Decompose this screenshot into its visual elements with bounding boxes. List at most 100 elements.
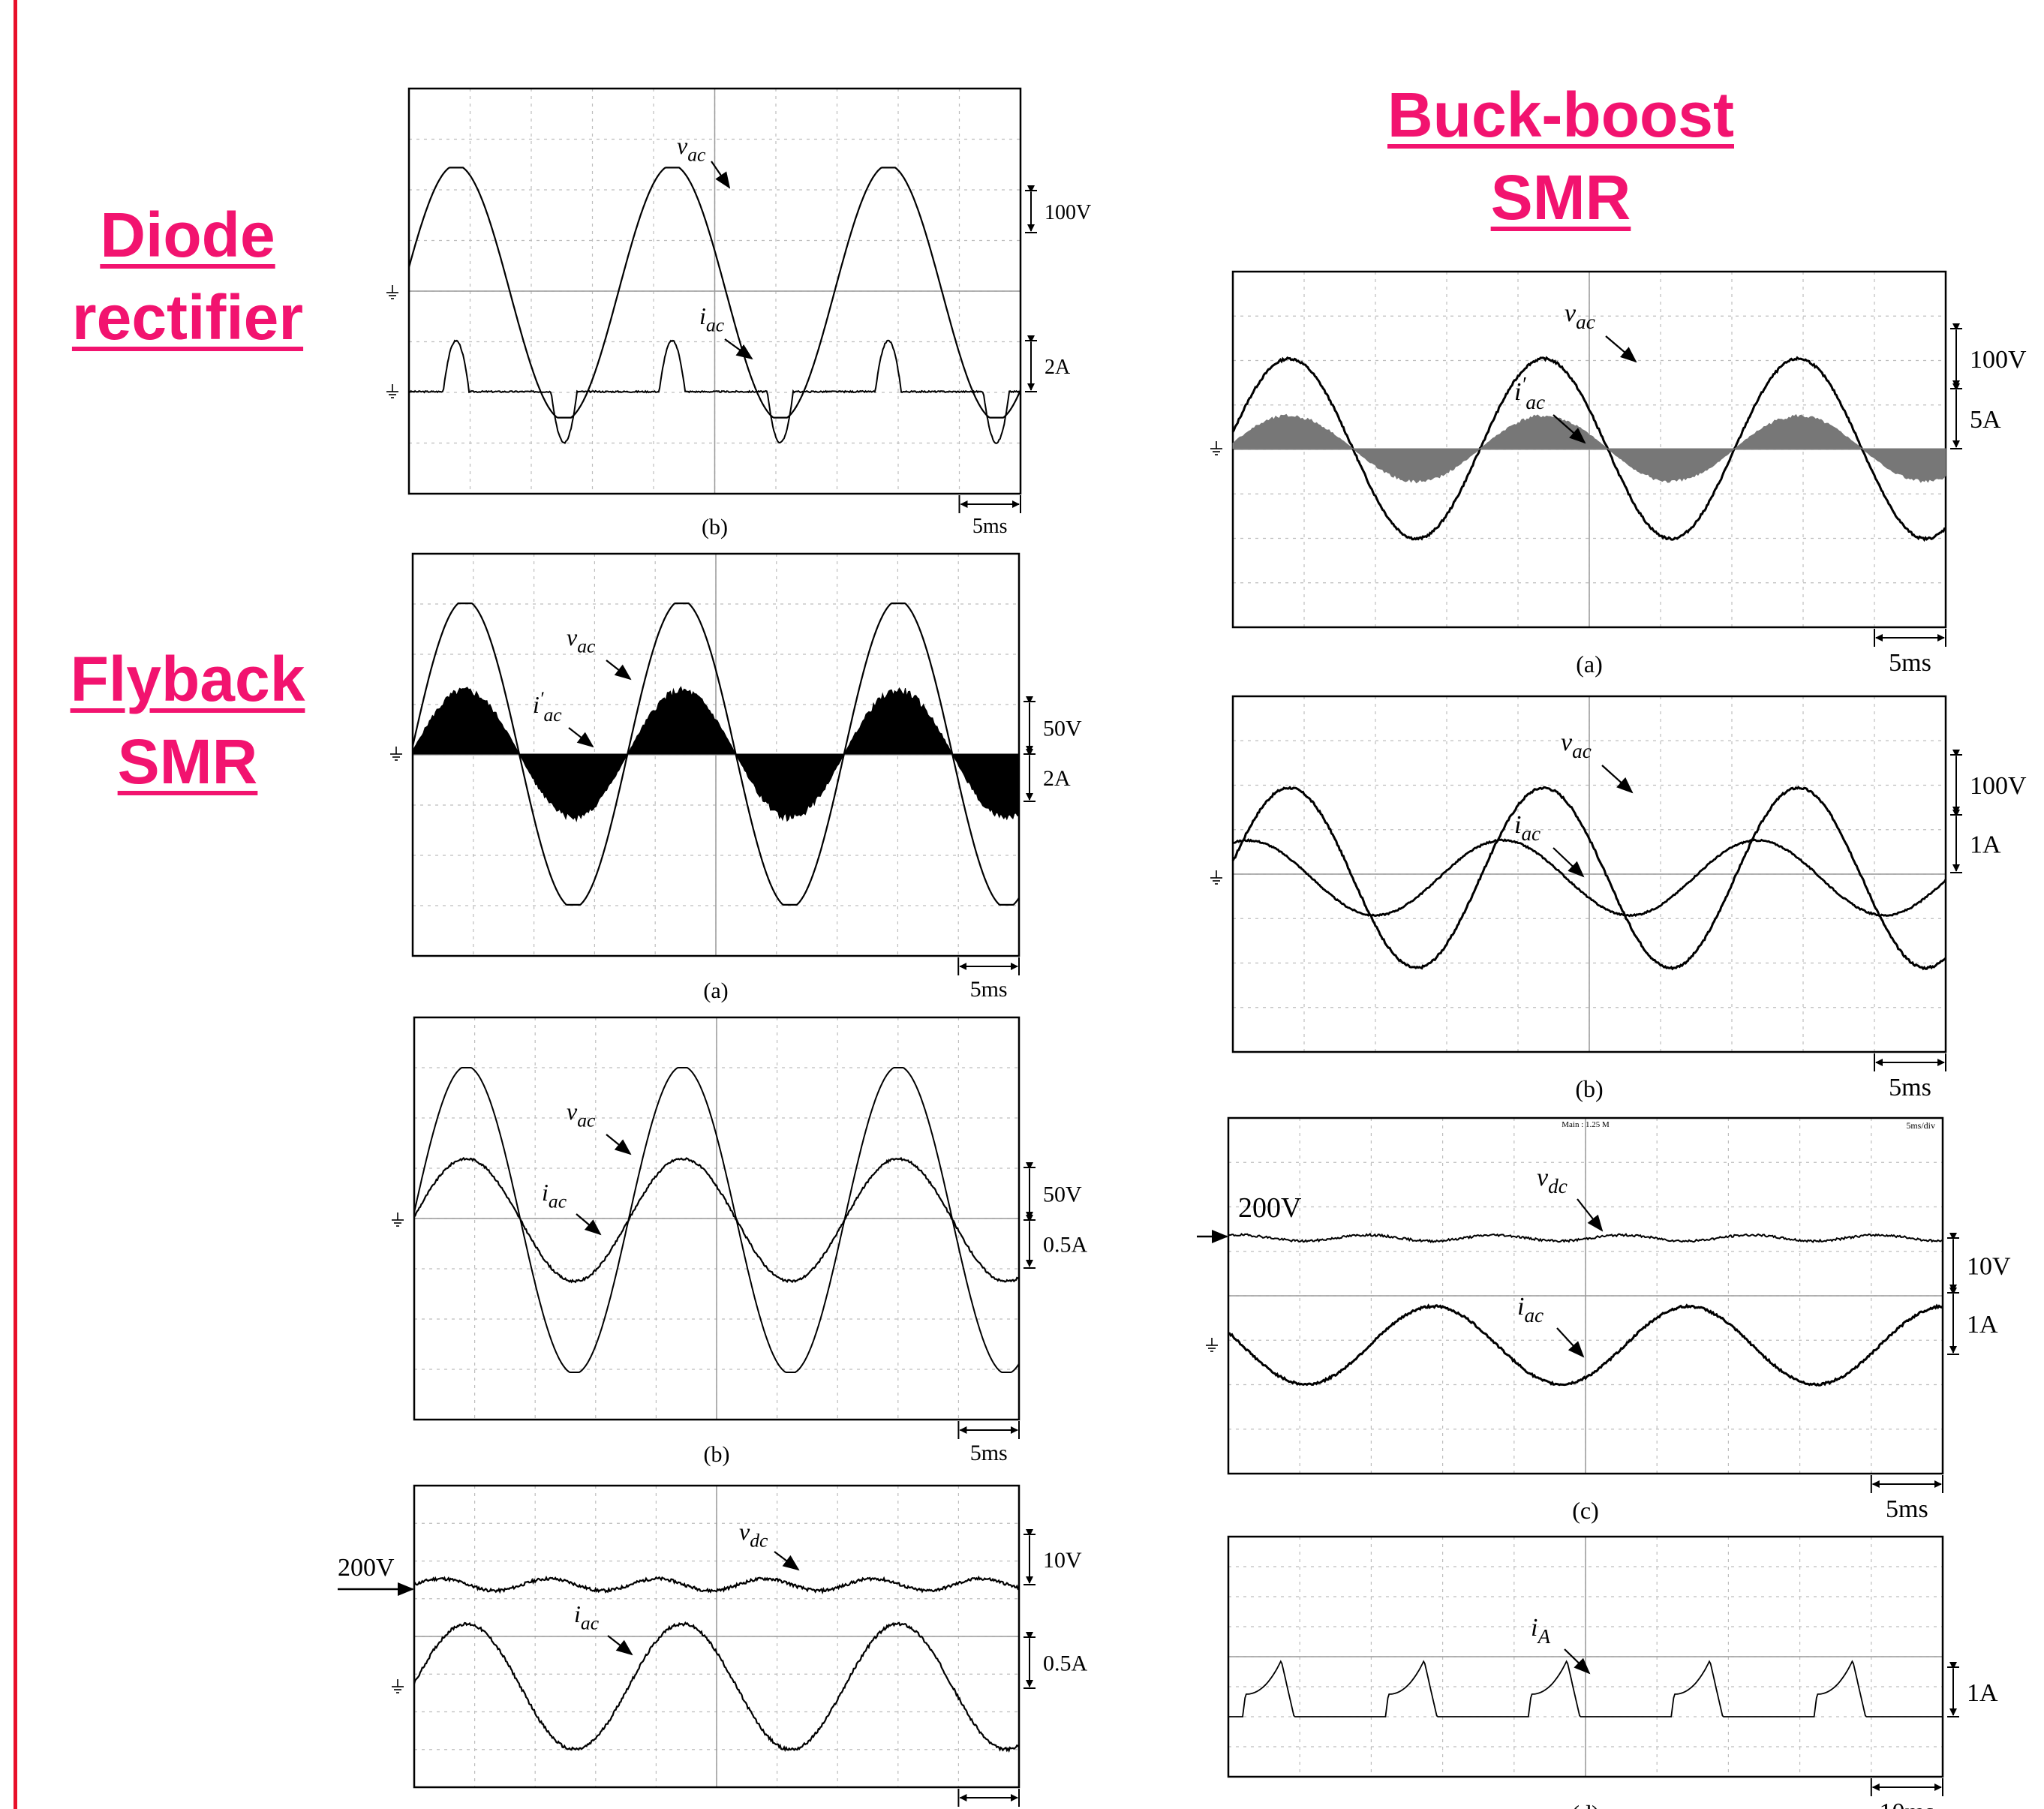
scale-label-10V: 10V: [1967, 1252, 2011, 1280]
trace-0: [1228, 1232, 1943, 1244]
trace-0: [1231, 786, 1947, 971]
heading-flyback-smr: Flyback SMR: [30, 638, 345, 803]
label-arrow: [576, 1213, 602, 1236]
trace-0: [411, 602, 1020, 906]
ground-marker: [386, 384, 398, 398]
heading-diode-line2: rectifier: [71, 282, 304, 353]
scope-panel-buckboost-d: iA 1A 10ms (d): [1227, 1535, 1998, 1809]
trace-0: [1228, 1660, 1943, 1717]
signal-label-iac: iac: [574, 1600, 600, 1634]
signal-label-iac: iac: [1517, 1293, 1544, 1327]
offset-label: 200V: [1238, 1192, 1302, 1224]
trace-1: [408, 339, 1021, 445]
heading-buck-boost-smr: Buck-boost SMR: [1321, 74, 1801, 239]
scale-label-5A: 5A: [1970, 406, 2001, 434]
signal-label-iac: iac: [699, 302, 725, 336]
figure-caption: (a): [1576, 651, 1603, 678]
scale-label-2A: 2A: [1045, 356, 1071, 379]
scope-panel-diode-b: vac iac 100V 2A 5ms (b): [386, 87, 1091, 539]
trace-1: [413, 1621, 1020, 1753]
label-arrow: [1605, 335, 1637, 363]
signal-label-iac: iac: [542, 1179, 567, 1213]
scale-label-0.5A: 0.5A: [1043, 1233, 1088, 1258]
scope-header-right: 5ms/div: [1906, 1120, 1935, 1131]
offset-label: 200V: [338, 1554, 395, 1582]
figure-caption: (c): [1572, 1497, 1599, 1524]
signal-label-vac: vac: [677, 132, 706, 166]
signal-label-vac: vac: [567, 1098, 596, 1131]
figure-caption: (b): [1575, 1075, 1603, 1102]
label-arrow: [1577, 1198, 1604, 1232]
signal-label-iac: i′ac: [1514, 373, 1545, 413]
heading-buckboost-line2: SMR: [1490, 162, 1631, 233]
scale-label-2A: 2A: [1043, 766, 1071, 791]
scale-label-100V: 100V: [1970, 772, 2027, 800]
scale-label-1A: 1A: [1967, 1311, 1998, 1339]
label-arrow: [774, 1551, 800, 1571]
ground-marker: [1210, 441, 1222, 455]
scale-label-10V: 10V: [1043, 1548, 1082, 1573]
signal-label-iac: i′ac: [533, 687, 562, 726]
trace-1: [413, 1156, 1020, 1284]
signal-label-vac: vac: [1561, 729, 1592, 762]
scale-label-100V: 100V: [1970, 346, 2027, 374]
label-arrow: [568, 727, 594, 748]
scope-panel-flyback-b: vac iac 50V 0.5A 5ms (b): [392, 1016, 1088, 1467]
time-div-label: 5ms: [1886, 1495, 1928, 1523]
scope-frame: [413, 1016, 1020, 1421]
time-div-label: 5ms: [970, 977, 1008, 1002]
heading-diode-rectifier: Diode rectifier: [30, 194, 345, 359]
heading-flyback-line1: Flyback: [70, 644, 305, 714]
scale-label-1A: 1A: [1967, 1679, 1998, 1707]
trace-0: [407, 167, 1022, 419]
label-arrow: [1564, 1648, 1591, 1675]
time-div-label: 5ms: [1889, 649, 1931, 677]
trace-1: [1228, 1303, 1943, 1387]
label-arrow: [711, 161, 731, 189]
trace-band-1: [412, 686, 1020, 822]
scope-header-left: Main : 1.25 M: [1562, 1120, 1610, 1129]
ground-marker: [386, 285, 398, 299]
scope-frame: [413, 1484, 1020, 1789]
signal-label-iac: iac: [1514, 811, 1541, 845]
time-div-label: 5ms: [972, 515, 1008, 538]
ground-marker: [392, 1679, 404, 1693]
label-arrow: [1601, 765, 1634, 794]
signal-label-vdc: vdc: [1537, 1164, 1568, 1197]
signal-label-vac: vac: [567, 624, 596, 657]
label-arrow: [724, 338, 753, 360]
scale-label-1A: 1A: [1970, 831, 2001, 858]
label-arrow: [606, 660, 632, 681]
scale-label-50V: 50V: [1043, 1182, 1082, 1207]
signal-label-vac: vac: [1565, 299, 1595, 333]
scope-frame: [1227, 1535, 1944, 1778]
label-arrow: [1556, 1327, 1585, 1358]
trace-0: [413, 1575, 1020, 1595]
ground-marker: [390, 747, 402, 761]
label-arrow: [1553, 847, 1585, 878]
ground-marker: [1206, 1338, 1218, 1352]
scale-label-50V: 50V: [1043, 717, 1082, 741]
ground-marker: [1210, 870, 1222, 885]
figure-caption: (a): [703, 978, 728, 1003]
signal-label-iA: iA: [1531, 1614, 1550, 1648]
scope-panel-buckboost-a: vac i′ac 100V 5A 5ms (a): [1210, 270, 2027, 678]
time-div-label: 5ms: [1889, 1074, 1931, 1101]
scope-frame: [1231, 695, 1947, 1053]
scale-label-0.5A: 0.5A: [1043, 1651, 1088, 1676]
trace-0: [413, 1067, 1020, 1373]
scope-panel-buckboost-c: vdc iac 10V 1A 5ms (c) 200V Main : 1.25 M 5ms/di…: [1197, 1116, 2011, 1524]
trace-1: [1232, 838, 1947, 918]
scope-panel-buckboost-b: vac iac 100V 1A 5ms (b): [1210, 695, 2027, 1102]
label-arrow: [1553, 414, 1586, 444]
ground-marker: [392, 1213, 404, 1227]
figure-caption: (d): [1571, 1800, 1599, 1809]
slide-border-line: [14, 0, 17, 1809]
heading-diode-line1: Diode: [100, 200, 275, 270]
trace-band-1: [1232, 413, 1946, 484]
trace-0: [1231, 356, 1946, 542]
time-div-label: 5ms: [970, 1441, 1008, 1465]
